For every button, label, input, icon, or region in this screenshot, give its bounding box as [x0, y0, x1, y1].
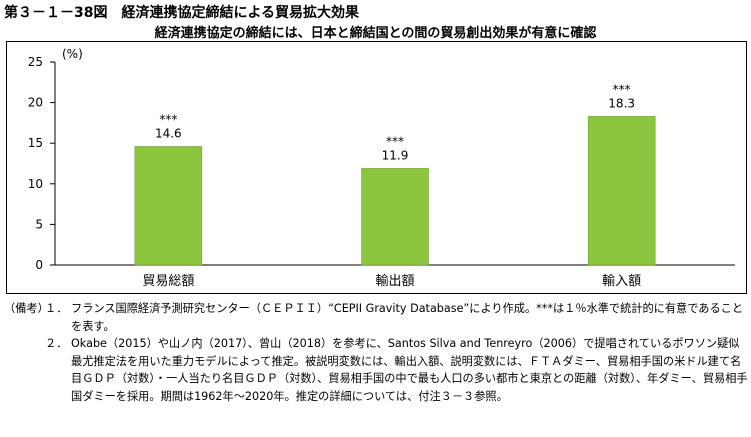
- note-number: １．: [45, 302, 68, 315]
- notes-heading: （備考）: [4, 302, 49, 315]
- y-tick-label: 20: [28, 96, 43, 110]
- note-text: フランス国際経済予測研究センター（ＣＥＰＩＩ）“CEPII Gravity Da…: [71, 302, 744, 333]
- bar: [587, 116, 656, 266]
- bar-value-label: 18.3: [608, 96, 635, 110]
- note-number: ２．: [45, 337, 68, 350]
- y-tick-label: 10: [28, 177, 43, 191]
- figure-title: 第３－１－38図 経済連携協定締結による貿易拡大効果: [4, 5, 360, 21]
- x-tick-label: 輸入額: [602, 274, 641, 289]
- bar: [361, 168, 429, 266]
- bar-chart: 0510152025(%)14.6***貿易総額11.9***輸出額18.3**…: [28, 47, 735, 289]
- bar-value-label: 14.6: [155, 126, 182, 140]
- y-unit-label: (%): [62, 47, 83, 61]
- bar-value-label: 11.9: [382, 148, 409, 162]
- y-tick-label: 0: [35, 258, 43, 272]
- y-tick-label: 5: [35, 217, 43, 231]
- x-tick-label: 貿易総額: [142, 274, 194, 289]
- note-text: Okabe（2015）や山ノ内（2017）、曾山（2018）を参考に、Santo…: [71, 337, 748, 403]
- significance-label: ***: [613, 82, 631, 96]
- x-tick-label: 輸出額: [375, 274, 414, 289]
- significance-label: ***: [159, 112, 177, 126]
- note-1: （備考） １． フランス国際経済予測研究センター（ＣＥＰＩＩ）“CEPII Gr…: [4, 300, 748, 335]
- y-tick-label: 15: [28, 136, 43, 150]
- chart-frame: [6, 41, 747, 294]
- significance-label: ***: [386, 134, 404, 148]
- figure-subtitle: 経済連携協定の締結には、日本と締結国との間の貿易創出効果が有意に確認: [154, 26, 597, 41]
- notes-section: （備考） １． フランス国際経済予測研究センター（ＣＥＰＩＩ）“CEPII Gr…: [4, 300, 748, 405]
- bar: [134, 146, 203, 266]
- y-tick-label: 25: [28, 55, 43, 69]
- note-2: ２． Okabe（2015）や山ノ内（2017）、曾山（2018）を参考に、Sa…: [4, 335, 748, 405]
